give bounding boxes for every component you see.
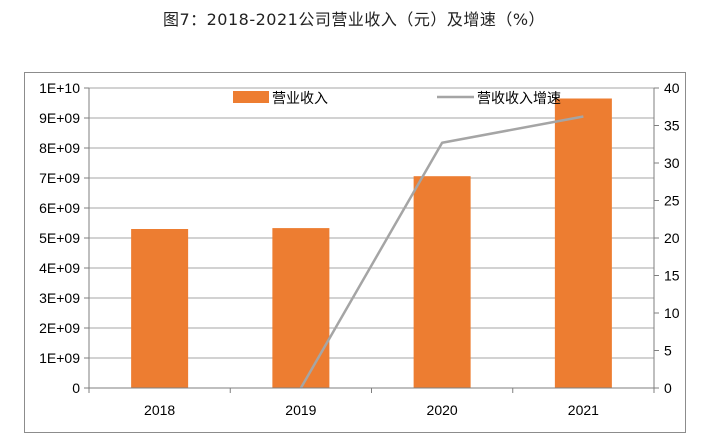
bar-revenue-2020 <box>413 176 471 388</box>
x-axis-tick-label: 2019 <box>285 402 316 418</box>
left-axis-tick-label: 2E+09 <box>39 320 80 336</box>
right-axis-tick-label: 5 <box>664 343 672 359</box>
x-axis-tick-label: 2021 <box>568 402 599 418</box>
bar-revenue-2021 <box>554 98 612 388</box>
chart-frame <box>24 72 686 433</box>
right-axis-tick-label: 20 <box>664 230 680 246</box>
bar-revenue-2019 <box>272 228 330 388</box>
right-axis-tick-label: 10 <box>664 305 680 321</box>
left-axis-tick-label: 9E+09 <box>39 110 80 126</box>
left-axis-tick-label: 1E+10 <box>39 80 80 96</box>
legend-label-growth: 营收收入增速 <box>477 91 561 107</box>
right-axis-tick-label: 0 <box>664 380 672 396</box>
right-axis-tick-label: 15 <box>664 268 680 284</box>
chart-title: 图7：2018-2021公司营业收入（元）及增速（%） <box>162 10 546 29</box>
left-axis-tick-label: 1E+09 <box>39 350 80 366</box>
legend-swatch-revenue <box>233 91 269 103</box>
legend-label-revenue: 营业收入 <box>272 91 328 107</box>
axes: 0 1E+09 2E+09 3E+09 4E+09 5E+09 6E+09 7E+09 8E+0… <box>39 80 680 418</box>
right-axis-tick-label: 30 <box>664 155 680 171</box>
x-axis-tick-label: 2018 <box>144 402 175 418</box>
left-axis-tick-label: 4E+09 <box>39 260 80 276</box>
left-axis-tick-label: 8E+09 <box>39 140 80 156</box>
bar-series <box>131 98 612 388</box>
legend: 营业收入 营收收入增速 <box>233 91 561 107</box>
left-axis-tick-label: 6E+09 <box>39 200 80 216</box>
left-axis-tick-label: 3E+09 <box>39 290 80 306</box>
right-axis-tick-label: 35 <box>664 118 680 134</box>
bar-revenue-2018 <box>131 229 189 388</box>
left-axis-tick-label: 7E+09 <box>39 170 80 186</box>
right-axis-tick-label: 25 <box>664 193 680 209</box>
x-axis-tick-label: 2020 <box>427 402 458 418</box>
left-axis-tick-label: 5E+09 <box>39 230 80 246</box>
right-axis-tick-label: 40 <box>664 80 680 96</box>
left-axis-tick-label: 0 <box>72 380 80 396</box>
